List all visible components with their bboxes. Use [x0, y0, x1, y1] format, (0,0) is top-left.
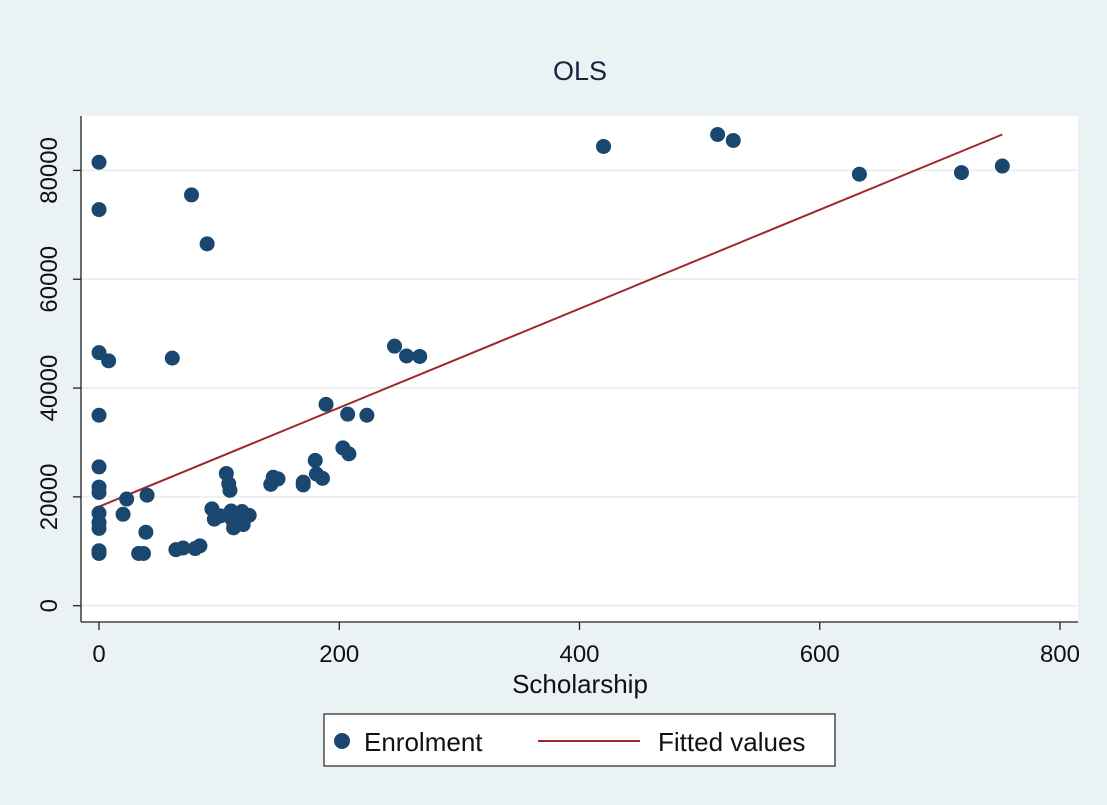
legend-marker-enrolment	[334, 733, 350, 749]
data-point-52	[359, 407, 375, 423]
data-point-0	[91, 154, 107, 170]
x-axis-label: Scholarship	[512, 669, 648, 699]
y-tick-label-60000: 60000	[36, 246, 63, 313]
fitted-values-series	[98, 133, 1003, 508]
data-point-51	[341, 446, 357, 462]
data-point-44	[295, 474, 311, 490]
legend-label-fitted: Fitted values	[658, 727, 805, 757]
legend-label-enrolment: Enrolment	[364, 727, 483, 757]
x-tick-label-0: 0	[92, 641, 105, 668]
x-tick-label-200: 200	[319, 641, 359, 668]
data-point-42	[270, 471, 286, 487]
data-point-55	[412, 348, 428, 364]
data-point-53	[387, 338, 403, 354]
data-point-60	[953, 165, 969, 181]
y-tick-label-40000: 40000	[36, 355, 63, 422]
data-point-61	[994, 158, 1010, 174]
fitted-values-line	[98, 133, 1003, 508]
data-point-4	[91, 459, 107, 475]
chart-title: OLS	[553, 56, 607, 86]
data-point-39	[241, 507, 257, 523]
data-point-3	[91, 407, 107, 423]
data-point-59	[851, 166, 867, 182]
x-tick-label-400: 400	[559, 641, 599, 668]
data-point-19	[164, 350, 180, 366]
data-point-24	[192, 538, 208, 554]
grid-lines	[81, 169, 1078, 607]
data-point-25	[199, 236, 215, 252]
data-point-17	[138, 524, 154, 540]
x-tick-label-800: 800	[1040, 641, 1080, 668]
data-point-9	[91, 520, 107, 536]
data-point-56	[596, 138, 612, 154]
enrolment-series	[91, 126, 1010, 561]
data-point-50	[340, 406, 356, 422]
data-point-58	[725, 132, 741, 148]
data-point-14	[119, 491, 135, 507]
data-point-16	[135, 545, 151, 561]
data-point-13	[115, 506, 131, 522]
data-point-45	[307, 452, 323, 468]
data-point-22	[184, 187, 200, 203]
x-axis-ticks: 0 200 400 600 800	[92, 622, 1080, 668]
y-tick-label-0: 0	[36, 599, 63, 612]
x-tick-label-600: 600	[800, 641, 840, 668]
data-point-31	[222, 482, 238, 498]
legend: Enrolment Fitted values	[323, 713, 836, 767]
data-point-6	[91, 485, 107, 501]
data-point-48	[318, 396, 334, 412]
data-point-54	[399, 348, 415, 364]
data-point-18	[139, 487, 155, 503]
y-tick-label-20000: 20000	[36, 463, 63, 530]
data-point-1	[91, 202, 107, 218]
data-point-21	[175, 540, 191, 556]
y-axis-ticks: 0 20000 40000 60000 80000	[36, 137, 81, 612]
y-tick-label-80000: 80000	[36, 137, 63, 204]
data-point-47	[314, 470, 330, 486]
data-point-57	[710, 126, 726, 142]
data-point-11	[91, 545, 107, 561]
plot-area	[81, 116, 1078, 622]
data-point-12	[101, 353, 117, 369]
